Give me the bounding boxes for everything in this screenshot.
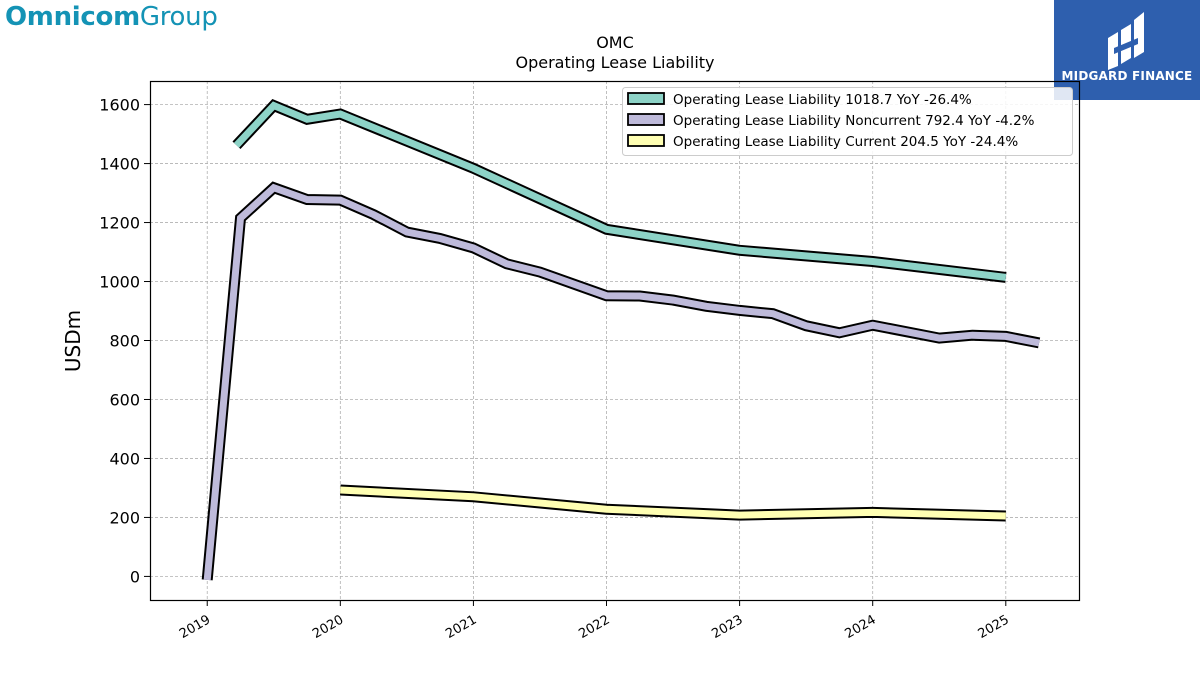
logo-text-bold: Omnicom [5, 2, 140, 32]
y-tick-label: 1600 [99, 96, 140, 115]
badge-text: MIDGARD FINANCE [1061, 69, 1193, 83]
y-tick-label: 800 [109, 332, 140, 351]
y-axis-label: USDm [61, 310, 85, 372]
midgard-finance-logo: MIDGARD FINANCE [1054, 0, 1200, 100]
series-line-current [340, 486, 1006, 520]
chart-subtitle: Operating Lease Liability [515, 53, 714, 72]
y-tick-label: 0 [130, 567, 140, 586]
legend-swatch-total [627, 92, 665, 105]
legend-swatch-noncurrent [627, 113, 665, 126]
x-tick-label: 2019 [177, 612, 213, 642]
y-tick-label: 1200 [99, 214, 140, 233]
plot-frame [149, 80, 1081, 602]
x-tick-label: 2021 [443, 612, 479, 642]
x-tick-label: 2022 [576, 612, 612, 642]
legend-label-noncurrent: Operating Lease Liability Noncurrent 792… [673, 113, 1035, 129]
y-tick-label: 600 [109, 390, 140, 409]
omnicom-group-logo: OmnicomGroup [5, 2, 218, 32]
series-group [201, 98, 1041, 581]
y-tick-label: 1400 [99, 155, 140, 174]
y-tick-label: 1000 [99, 273, 140, 292]
chart-title: OMC [596, 33, 634, 52]
series-line-total [233, 101, 1007, 281]
x-tick-label: 2020 [310, 612, 346, 642]
y-tick-label: 200 [109, 508, 140, 527]
logo-text-regular: Group [139, 2, 218, 32]
x-tick-label: 2024 [843, 612, 879, 642]
legend: Operating Lease Liability 1018.7 YoY -26… [622, 87, 1073, 156]
legend-box [622, 87, 1073, 156]
x-tick-label: 2025 [976, 612, 1012, 642]
y-ticks: 0 200 400 600 800 1000 1200 1400 1600 [99, 96, 150, 586]
legend-label-total: Operating Lease Liability 1018.7 YoY -26… [673, 92, 972, 108]
series-line-noncurrent [203, 183, 1040, 581]
x-tick-label: 2023 [709, 612, 745, 642]
legend-label-current: Operating Lease Liability Current 204.5 … [673, 134, 1018, 150]
series-outline-noncurrent [201, 181, 1041, 581]
legend-swatch-current [627, 134, 665, 147]
y-tick-label: 400 [109, 449, 140, 468]
midgard-mark-icon [1108, 12, 1144, 70]
x-ticks: 2019 2020 2021 2022 2023 2024 2025 [177, 600, 1012, 642]
